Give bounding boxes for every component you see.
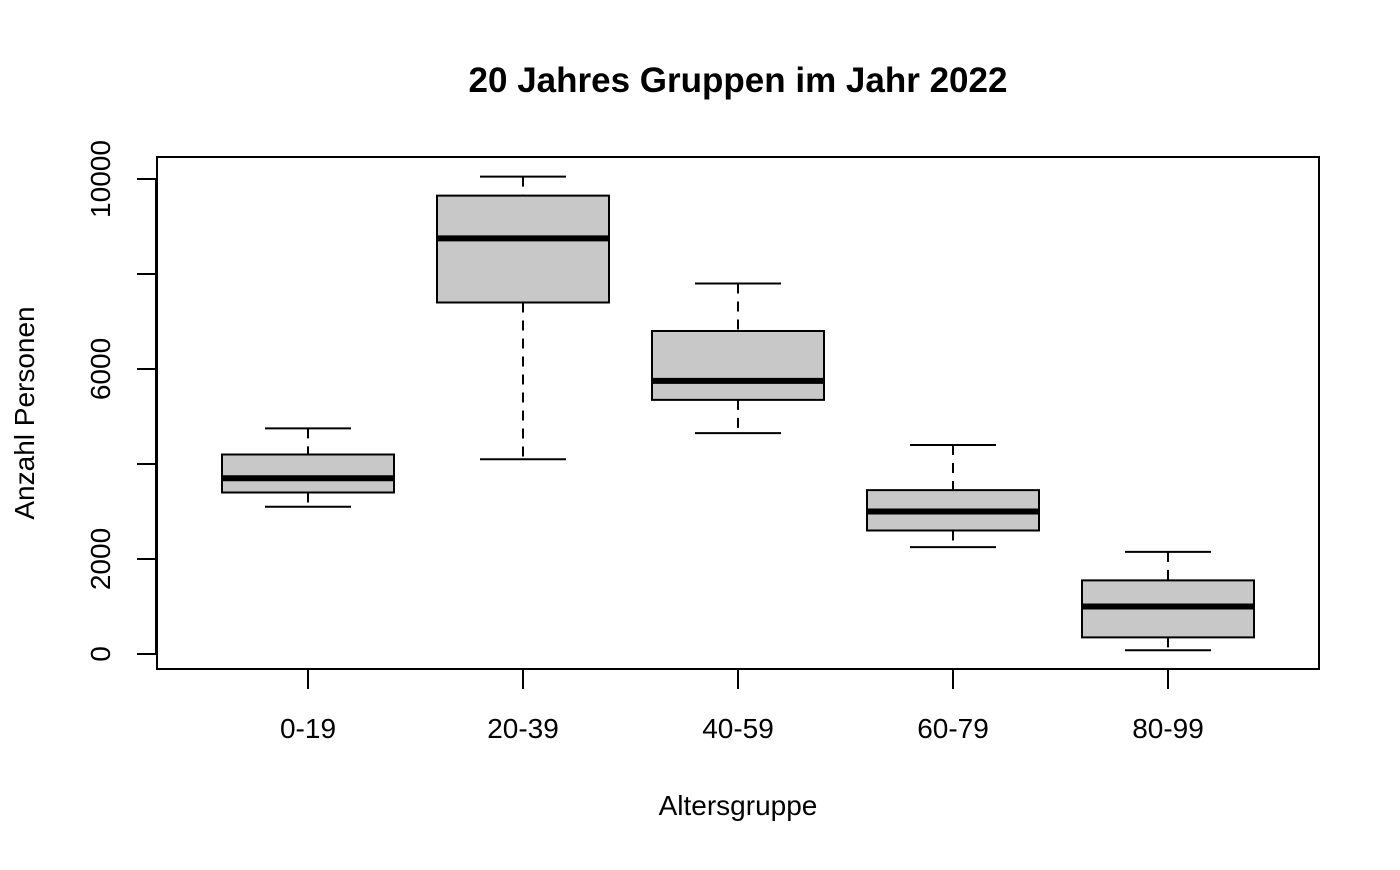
box-body [221, 453, 395, 494]
box-0-19 [221, 427, 395, 508]
y-axis: 0 2000 6000 10000 [85, 140, 157, 662]
box-body [436, 194, 610, 304]
boxes-layer [221, 175, 1255, 652]
x-tick-label-20-39: 20-39 [487, 713, 559, 744]
y-tick-label-6000: 6000 [85, 338, 116, 400]
x-tick-label-60-79: 60-79 [917, 713, 989, 744]
x-tick-label-40-59: 40-59 [702, 713, 774, 744]
x-axis: 0-19 20-39 40-59 60-79 80-99 [280, 669, 1204, 744]
x-tick-label-80-99: 80-99 [1132, 713, 1204, 744]
box-20-39 [436, 175, 610, 461]
y-tick-label-2000: 2000 [85, 528, 116, 590]
chart-title: 20 Jahres Gruppen im Jahr 2022 [469, 61, 1008, 100]
y-tick-label-10000: 10000 [85, 140, 116, 218]
y-tick-label-0: 0 [85, 646, 116, 662]
x-axis-label: Altersgruppe [659, 790, 818, 821]
x-tick-label-0-19: 0-19 [280, 713, 336, 744]
y-axis-label: Anzahl Personen [9, 306, 40, 519]
box-80-99 [1081, 550, 1255, 652]
box-body [651, 330, 825, 401]
box-40-59 [651, 282, 825, 435]
box-60-79 [866, 444, 1040, 549]
